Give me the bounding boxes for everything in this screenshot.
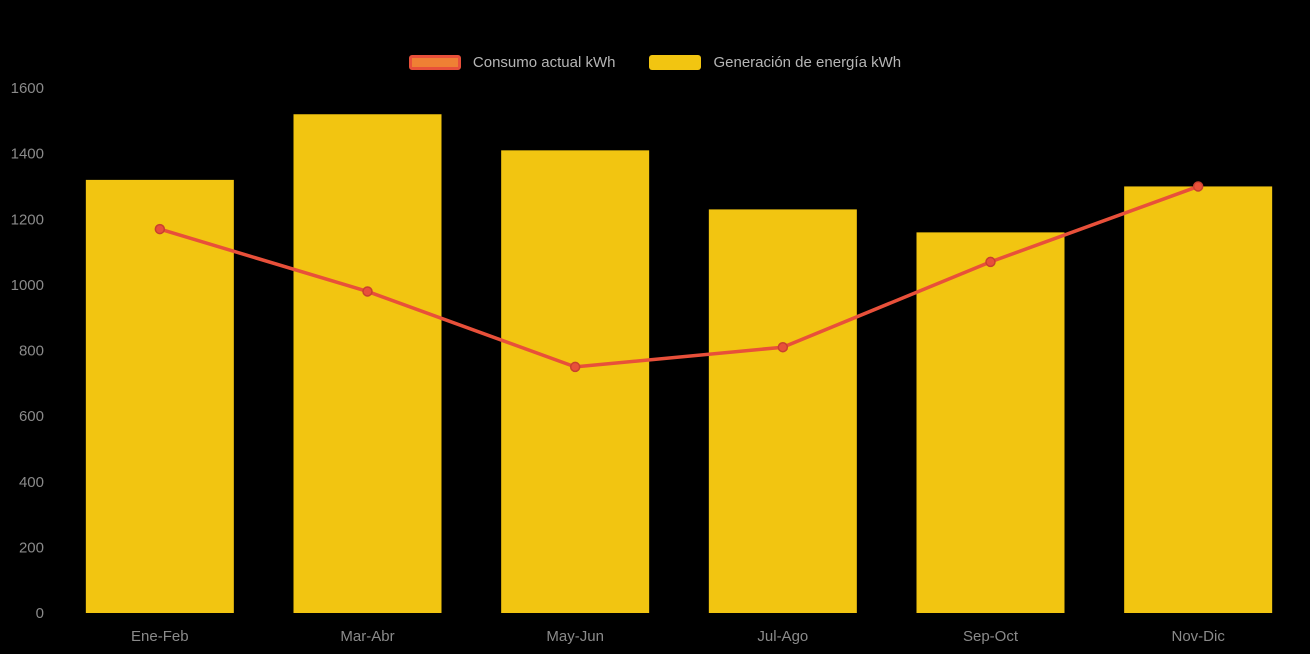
line-point-jul-ago	[777, 341, 789, 353]
legend-label-generacion: Generación de energía kWh	[713, 54, 902, 71]
line-point-sep-oct	[985, 256, 996, 268]
y-tick-label: 200	[19, 539, 44, 556]
bar-may-jun	[501, 150, 650, 613]
y-tick-label: 1000	[11, 277, 44, 294]
x-tick-label: Jul-Ago	[757, 628, 808, 645]
y-tick-label: 1400	[11, 146, 44, 163]
bar-mar-abr	[293, 114, 442, 613]
legend-label-consumo: Consumo actual kWh	[472, 54, 616, 71]
y-tick-label: 600	[19, 408, 44, 425]
bar-jul-ago	[708, 209, 857, 613]
legend-item-consumo[interactable]: Consumo actual kWh	[408, 54, 616, 71]
y-tick-label: 1200	[11, 211, 44, 228]
x-tick-label: Nov-Dic	[1171, 628, 1225, 645]
generacion-legend-swatch	[649, 55, 702, 70]
y-tick-label: 800	[19, 343, 44, 360]
x-tick-label: Mar-Abr	[340, 628, 394, 645]
x-tick-label: Ene-Feb	[131, 628, 189, 645]
line-point-mar-abr	[362, 286, 373, 297]
y-tick-label: 1600	[11, 80, 44, 97]
line-point-ene-feb	[154, 223, 166, 235]
consumo-line	[158, 184, 1200, 369]
bar-sep-oct	[916, 232, 1065, 613]
y-tick-label: 0	[36, 605, 44, 622]
consumo-legend-swatch	[408, 55, 461, 70]
y-tick-label: 400	[19, 474, 44, 491]
x-tick-label: May-Jun	[546, 628, 604, 645]
legend-item-generacion[interactable]: Generación de energía kWh	[649, 54, 901, 71]
bar-nov-dic	[1124, 186, 1273, 613]
bar-ene-feb	[85, 179, 234, 613]
chart-legend: Consumo actual kWh Generación de energía…	[0, 54, 1310, 71]
line-point-nov-dic	[1192, 181, 1204, 192]
x-tick-label: Sep-Oct	[963, 628, 1019, 645]
line-point-may-jun	[569, 361, 581, 373]
